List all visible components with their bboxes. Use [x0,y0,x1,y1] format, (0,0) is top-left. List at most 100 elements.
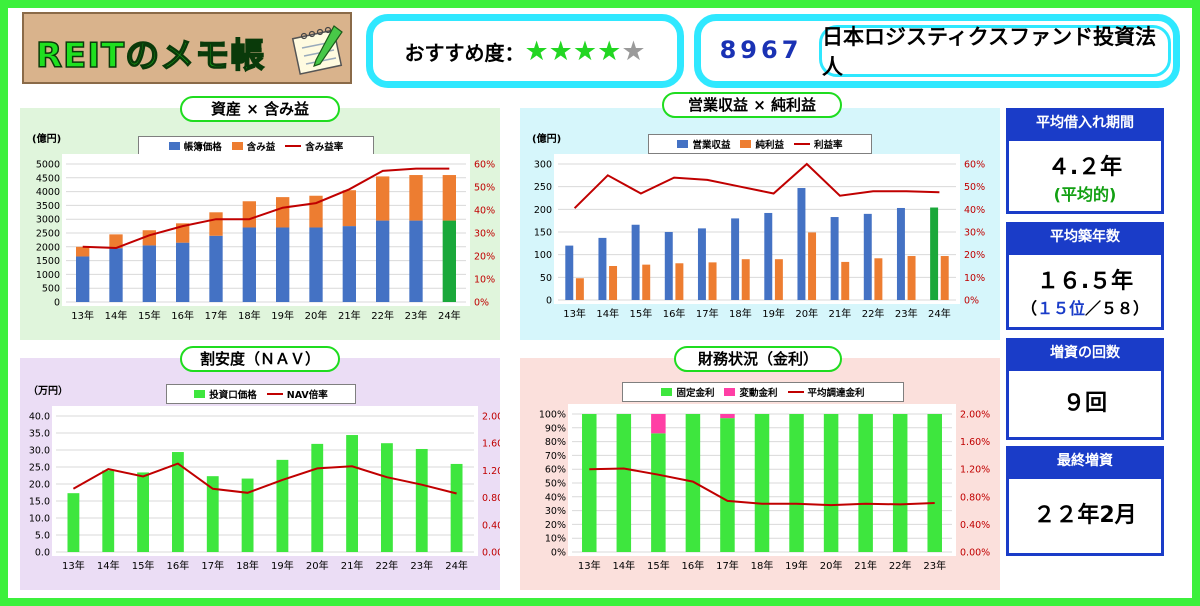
x-tick-label: 21年 [829,307,852,320]
y-tick-label: 100 [534,250,552,261]
bar-c1-s1 [609,266,618,300]
x-tick-label: 23年 [923,559,946,572]
x-tick-label: 20年 [305,309,328,322]
y-tick-label: 0 [546,296,552,307]
legend-fixed: 固定金利 [661,385,714,399]
x-tick-label: 18年 [238,309,261,322]
y-tick-label: 3500 [36,201,60,212]
rating-star-icon: ★ [524,35,549,67]
rating-stars: ★★★★★ [524,38,645,65]
bar-c3-s0 [651,433,666,552]
x-tick-label: 20年 [795,307,818,320]
x-tick-label: 20年 [820,559,843,572]
y-tick-label: 250 [534,182,552,193]
revenue-unit: (億円) [532,134,562,145]
building-age-rank: １５位 [1036,299,1085,318]
y-tick-label: 0% [551,548,566,559]
y2-tick-label: 0% [964,296,979,307]
bar-c0-s1 [342,190,356,227]
plot-area [554,154,960,304]
rating-label: おすすめ度： [404,40,525,65]
y-tick-label: 90% [545,423,566,434]
revenue-title: 営業収益 × 純利益 [662,92,842,118]
bar-c3-s0 [858,414,873,552]
bar-c3-s0 [823,414,839,552]
notepad-icon [291,25,343,75]
y-tick-label: 30.0 [29,446,50,457]
x-tick-label: 17年 [205,309,228,322]
capital-increase-value: ９回 [1062,391,1107,416]
x-tick-label: 13年 [578,559,601,572]
y-tick-label: 40% [545,492,566,503]
bar-c2 [67,493,80,552]
x-tick-label: 20年 [306,559,329,572]
bar-c3-s0 [754,414,770,552]
y2-tick-label: 40% [474,206,495,217]
bar-c1-s1 [741,259,750,300]
x-tick-label: 15年 [630,307,653,320]
borrow-period-header: 平均借入れ期間 [1006,108,1164,138]
y-tick-label: 4500 [36,173,60,184]
bar-c0-s0 [442,220,456,302]
bar-c2 [206,476,219,552]
y-tick-label: 40.0 [29,412,50,423]
y-tick-label: 30% [545,506,566,517]
bar-c3-s0 [685,414,701,552]
building-age-header: 平均築年数 [1006,222,1164,252]
bar-c2 [346,435,359,552]
x-tick-label: 19年 [271,559,294,572]
y-tick-label: 10% [545,534,566,545]
x-tick-label: 16年 [167,559,190,572]
bar-c3-s0 [789,414,804,552]
bar-c1-s1 [874,258,883,300]
y-tick-label: 60% [545,465,566,476]
finance-title: 財務状況（金利） [674,346,842,372]
bar-c1-s1 [575,278,584,300]
x-tick-label: 21年 [338,309,361,322]
y-tick-label: 5.0 [35,531,50,542]
x-tick-label: 15年 [647,559,670,572]
fund-id-box: 8967 日本ロジスティクスファンド投資法人 [694,14,1180,88]
fund-name-box: 日本ロジスティクスファンド投資法人 [819,25,1171,79]
legend-avg-rate: 平均調達金利 [787,385,865,399]
x-tick-label: 23年 [405,309,428,322]
x-tick-label: 22年 [376,559,399,572]
bar-c1-s1 [642,264,651,300]
borrow-period-note: (平均的) [1053,185,1117,204]
bar-c0-s1 [242,201,256,228]
x-tick-label: 24年 [438,309,461,322]
y-tick-label: 25.0 [29,463,50,474]
y-tick-label: 1000 [36,270,60,281]
x-tick-label: 14年 [596,307,619,320]
x-tick-label: 17年 [716,559,739,572]
y-tick-label: 0 [54,298,60,309]
bar-c0-s0 [109,248,123,302]
x-tick-label: 13年 [71,309,94,322]
bar-c0-s1 [376,176,390,221]
bar-c1-s0 [764,212,773,300]
bar-c1-s1 [675,263,684,300]
revenue-legend: 営業収益 純利益 利益率 [648,134,872,154]
y-tick-label: 50 [540,273,552,284]
bar-c0-s0 [142,245,156,302]
assets-title: 資産 × 含み益 [180,96,340,122]
y2-tick-label: 20% [964,250,985,261]
x-tick-label: 24年 [928,307,951,320]
nav-chart: 0.0 5.0 10.0 15.0 20.0 25.0 30.0 35.0 40.0 0.00 0.… [29,406,500,572]
fund-name: 日本ロジスティクスファンド投資法人 [822,25,1157,79]
bar-c0-s0 [242,227,256,302]
y-tick-label: 20% [545,520,566,531]
legend-net-income: 純利益 [740,137,784,151]
legend-book: 帳簿価格 [168,139,222,153]
x-tick-label: 18年 [751,559,774,572]
bar-c0-s0 [176,242,190,302]
x-tick-label: 19年 [762,307,785,320]
y2-tick-label: 0.80 [482,493,500,504]
bar-c0-s0 [342,226,356,302]
bar-c1-s0 [631,224,640,300]
x-tick-label: 16年 [663,307,686,320]
nav-title: 割安度（ＮＡＶ） [180,346,340,372]
finance-legend: 固定金利 変動金利 平均調達金利 [622,382,904,402]
y2-tick-label: 2.00% [960,410,990,421]
bar-c2 [311,443,324,552]
